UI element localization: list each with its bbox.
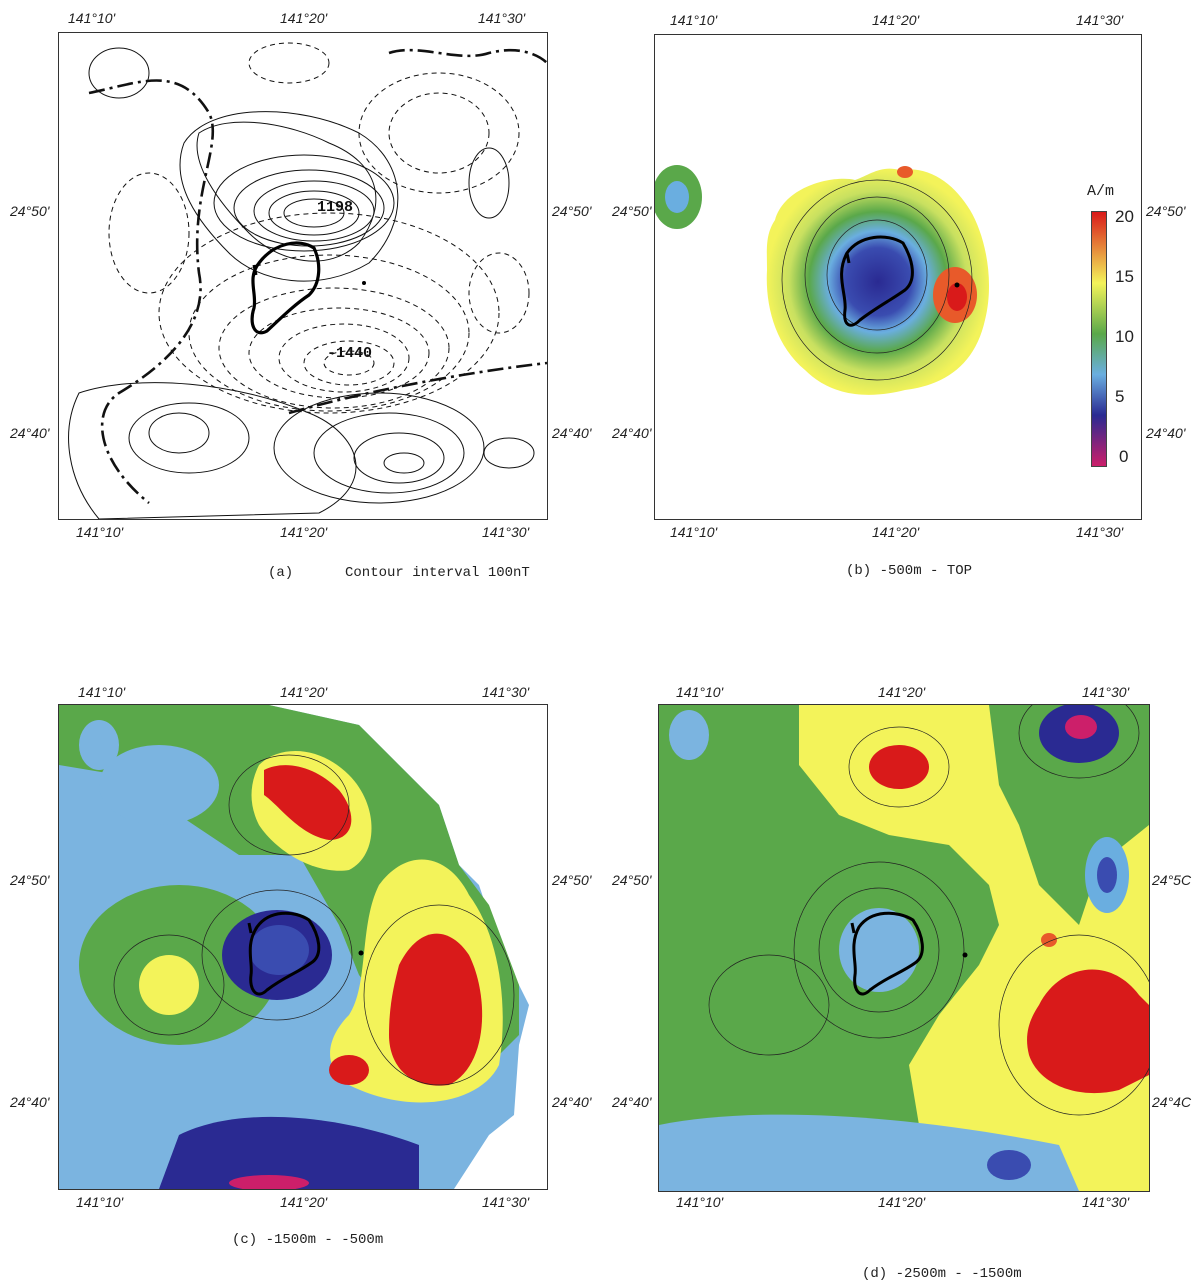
- contour-label-max: 1198: [317, 199, 354, 216]
- lat-tick: 24°50': [1146, 203, 1186, 219]
- colorbar: [1091, 211, 1107, 467]
- lat-tick: 24°50': [10, 203, 50, 219]
- lon-tick: 141°10': [676, 684, 724, 700]
- lon-tick: 141°10': [676, 1194, 724, 1210]
- magnetization-map-b: A/m 20 15 10 5 0: [654, 34, 1142, 520]
- lon-tick: 141°10': [670, 524, 718, 540]
- caption-c: (c) -1500m - -500m: [232, 1232, 384, 1248]
- colorbar-tick: 10: [1115, 327, 1134, 346]
- lat-tick: 24°40': [1146, 425, 1186, 441]
- lon-tick: 141°20': [872, 524, 920, 540]
- caption-a-text: Contour interval 100nT: [345, 565, 530, 581]
- colorbar-tick: 15: [1115, 267, 1134, 286]
- contour-label-min: -1440: [327, 345, 373, 362]
- magnetic-contour-map: 1198 -1440: [58, 32, 548, 520]
- lon-tick: 141°20': [878, 684, 926, 700]
- lon-tick: 141°30': [1076, 524, 1124, 540]
- lon-tick: 141°30': [482, 1194, 530, 1210]
- lat-tick: 24°50': [10, 872, 50, 888]
- lat-tick: 24°50': [552, 203, 592, 219]
- lon-tick: 141°10': [76, 1194, 124, 1210]
- lat-tick: 24°40': [10, 1094, 50, 1110]
- lon-tick: 141°10': [68, 10, 116, 26]
- magnetization-map-c: [58, 704, 548, 1190]
- lon-tick: 141°30': [478, 10, 526, 26]
- lat-tick: 24°40': [552, 1094, 592, 1110]
- caption-d: (d) -2500m - -1500m: [862, 1266, 1022, 1282]
- colorbar-unit: A/m: [1087, 183, 1115, 200]
- colorbar-tick: 20: [1115, 207, 1134, 226]
- colorbar-tick: 5: [1115, 387, 1125, 406]
- lon-tick: 141°10': [76, 524, 124, 540]
- lat-tick: 24°40': [612, 1094, 652, 1110]
- lon-tick: 141°30': [1082, 684, 1130, 700]
- lon-tick: 141°10': [670, 12, 718, 28]
- lon-tick: 141°30': [482, 524, 530, 540]
- lat-tick: 24°40': [10, 425, 50, 441]
- caption-b: (b) -500m - TOP: [846, 563, 973, 579]
- lon-tick: 141°20': [872, 12, 920, 28]
- magnetization-map-d: [658, 704, 1150, 1192]
- lat-tick: 24°50': [612, 203, 652, 219]
- lat-tick: 24°40': [552, 425, 592, 441]
- lon-tick: 141°20': [878, 1194, 926, 1210]
- lat-tick: 24°50': [612, 872, 652, 888]
- lat-tick: 24°50': [552, 872, 592, 888]
- lon-tick: 141°30': [482, 684, 530, 700]
- lon-tick: 141°20': [280, 524, 328, 540]
- lon-tick: 141°20': [280, 1194, 328, 1210]
- lon-tick: 141°20': [280, 684, 328, 700]
- lon-tick: 141°30': [1082, 1194, 1130, 1210]
- lon-tick: 141°10': [78, 684, 126, 700]
- lon-tick: 141°30': [1076, 12, 1124, 28]
- lon-tick: 141°20': [280, 10, 328, 26]
- lat-tick: 24°4C: [1152, 1094, 1192, 1110]
- colorbar-tick: 0: [1119, 447, 1129, 466]
- lat-tick: 24°40': [612, 425, 652, 441]
- caption-a-letter: (a): [268, 565, 294, 581]
- lat-tick: 24°5C: [1152, 872, 1192, 888]
